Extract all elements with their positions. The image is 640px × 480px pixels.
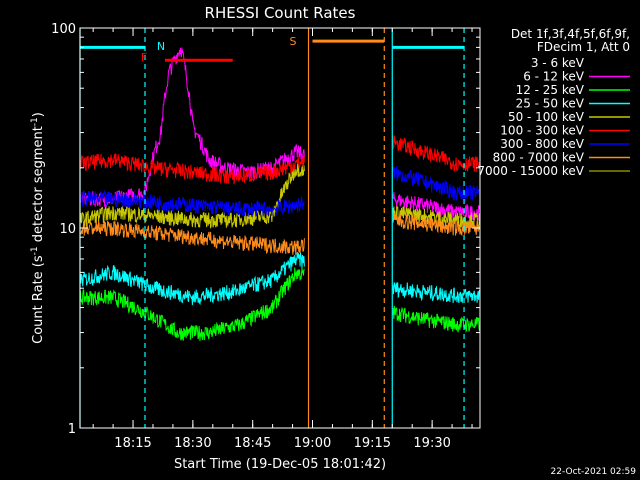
- x-tick-label: 19:15: [354, 436, 391, 451]
- y-axis-label: Count Rate (s-1 detector segment-1): [30, 112, 46, 344]
- legend-label-4: 50 - 100 keV: [508, 110, 585, 124]
- x-axis-label: Start Time (19-Dec-05 18:01:42): [174, 457, 386, 472]
- legend-label-5: 100 - 300 keV: [500, 124, 584, 138]
- footer-timestamp: 22-Oct-2021 02:59: [551, 467, 637, 477]
- x-tick-label: 19:30: [413, 436, 450, 451]
- legend-label-1: 6 - 12 keV: [523, 70, 585, 84]
- legend: Det 1f,3f,4f,5f,6f,9f, FDecim 1, Att 0 3…: [477, 27, 630, 178]
- x-tick-label: 18:15: [114, 436, 151, 451]
- y-tick-label: 10: [59, 222, 76, 237]
- series-line-1: [79, 47, 480, 221]
- plot-area: NF S 1 10 100 18:15 18:30 18:45 19:00 19:15 19:30: [51, 22, 481, 451]
- series-line-2: [79, 267, 480, 341]
- legend-label-6: 300 - 800 keV: [500, 137, 584, 151]
- chart-title: RHESSI Count Rates: [205, 4, 356, 22]
- series-line-3: [79, 251, 480, 306]
- legend-label-8: 7000 - 15000 keV: [477, 164, 584, 178]
- legend-header-2: FDecim 1, Att 0: [537, 40, 630, 54]
- x-tick-label: 18:30: [174, 436, 211, 451]
- series-line-0: [79, 55, 480, 360]
- y-tick-label: 1: [68, 422, 76, 437]
- legend-label-0: 3 - 6 keV: [531, 56, 585, 70]
- plot-frame: [79, 27, 481, 429]
- series-line-6: [79, 165, 480, 218]
- series-line-4: [79, 162, 480, 230]
- y-tick-label: 100: [51, 22, 76, 37]
- annotation-N: N: [157, 40, 165, 53]
- series-line-7: [79, 212, 480, 255]
- legend-label-3: 25 - 50 keV: [516, 97, 585, 111]
- legend-label-2: 12 - 25 keV: [516, 83, 585, 97]
- annotation-F: F: [141, 51, 147, 64]
- series-line-5: [79, 135, 480, 185]
- legend-label-7: 800 - 7000 keV: [493, 151, 585, 165]
- annotation-S: S: [290, 35, 297, 48]
- legend-header-1: Det 1f,3f,4f,5f,6f,9f,: [511, 27, 630, 41]
- x-tick-label: 19:00: [294, 436, 331, 451]
- x-tick-label: 18:45: [234, 436, 271, 451]
